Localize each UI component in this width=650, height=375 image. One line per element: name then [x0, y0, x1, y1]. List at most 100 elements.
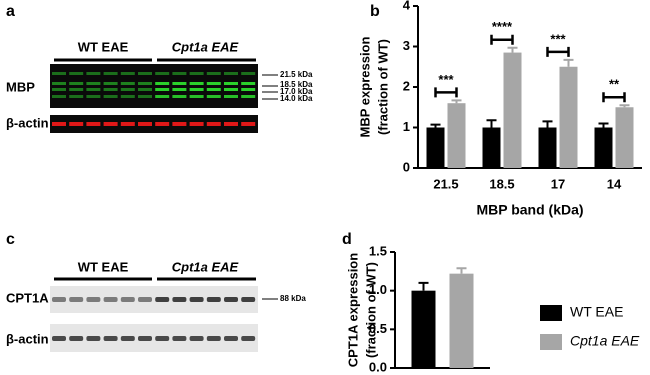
band	[206, 95, 221, 98]
blot-cpt1a	[50, 286, 258, 313]
band	[224, 122, 238, 126]
error-bar	[456, 267, 467, 274]
band	[241, 95, 256, 98]
sig-label: ****	[492, 19, 513, 34]
panel-label: a	[6, 3, 15, 20]
y-axis-label: (fraction of WT)	[363, 262, 378, 358]
y-tick-label: 0	[403, 159, 410, 174]
band	[69, 72, 84, 75]
band	[172, 95, 187, 98]
band	[103, 72, 118, 75]
y-axis-label: (fraction of WT)	[375, 39, 390, 135]
band	[172, 88, 187, 91]
band	[172, 122, 187, 126]
error-bar	[542, 120, 553, 128]
sig-bracket	[546, 46, 570, 57]
panel-label: c	[6, 231, 15, 248]
band	[52, 95, 66, 98]
band	[69, 297, 84, 302]
y-tick-label: 0.5	[369, 321, 387, 336]
band	[86, 95, 101, 98]
row-label: CPT1A	[6, 290, 49, 305]
error-bar	[418, 281, 429, 291]
bar	[426, 127, 445, 168]
x-tick-label: 18.5	[489, 176, 514, 191]
sig-label: ***	[550, 31, 566, 46]
band	[120, 88, 135, 91]
band	[86, 88, 101, 91]
blot-actin	[50, 115, 258, 133]
x-tick-label: 17	[551, 176, 565, 191]
y-axis-label: MBP expression	[357, 36, 372, 137]
band	[69, 336, 84, 341]
band	[155, 122, 170, 126]
band	[241, 82, 256, 85]
band	[189, 88, 204, 91]
band	[206, 297, 221, 302]
band	[189, 72, 204, 75]
panel-label: b	[370, 3, 380, 20]
group-label: Cpt1a EAE	[172, 259, 239, 274]
blot-mbp	[50, 64, 258, 108]
legend-label: Cpt1a EAE	[570, 333, 640, 349]
bar	[449, 273, 474, 368]
bar	[559, 66, 578, 168]
error-bar	[430, 123, 441, 128]
row-label: β-actin	[6, 331, 49, 346]
band	[138, 297, 152, 302]
band	[189, 95, 204, 98]
row-label: MBP	[6, 79, 35, 94]
y-tick-label: 1.0	[369, 282, 387, 297]
group-label: WT EAE	[78, 39, 129, 54]
band	[103, 336, 118, 341]
band	[224, 95, 238, 98]
band	[224, 82, 238, 85]
band	[172, 72, 187, 75]
y-axis-label: CPT1A expression	[345, 253, 360, 367]
band	[138, 88, 152, 91]
band	[69, 122, 84, 126]
band	[86, 336, 101, 341]
row-label: β-actin	[6, 115, 49, 130]
band	[155, 72, 170, 75]
band	[155, 82, 170, 85]
band	[103, 82, 118, 85]
band	[52, 88, 66, 91]
marker-label: 17.0 kDa	[280, 87, 313, 96]
band	[120, 95, 135, 98]
band	[86, 82, 101, 85]
band	[103, 95, 118, 98]
panel-label: d	[342, 231, 352, 248]
band	[224, 297, 238, 302]
error-bar	[451, 99, 462, 104]
group-label: Cpt1a EAE	[172, 39, 239, 54]
sig-bracket	[602, 92, 626, 103]
band	[172, 297, 187, 302]
marker-label: 21.5 kDa	[280, 70, 313, 79]
band	[103, 122, 118, 126]
band	[155, 95, 170, 98]
band	[241, 336, 256, 341]
band	[224, 336, 238, 341]
band	[138, 82, 152, 85]
legend-label: WT EAE	[570, 304, 623, 320]
band	[155, 297, 170, 302]
y-tick-label: 4	[403, 0, 411, 12]
band	[52, 82, 66, 85]
band	[86, 297, 101, 302]
x-tick-label: 21.5	[433, 176, 458, 191]
band	[103, 297, 118, 302]
bar	[594, 127, 613, 168]
band	[206, 82, 221, 85]
band	[120, 297, 135, 302]
band	[241, 88, 256, 91]
band	[120, 82, 135, 85]
bar	[411, 290, 436, 368]
band	[52, 336, 66, 341]
y-tick-label: 1	[403, 119, 410, 134]
x-axis-label: MBP band (kDa)	[476, 202, 583, 218]
band	[155, 88, 170, 91]
band	[120, 336, 135, 341]
error-bar	[507, 46, 518, 53]
